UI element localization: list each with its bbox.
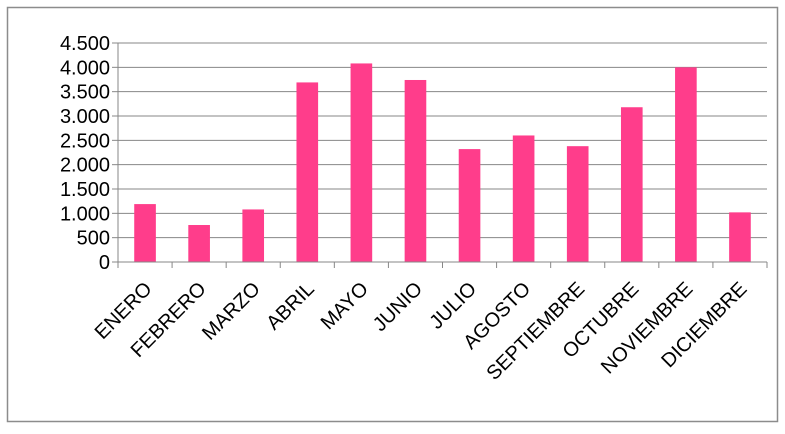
bar-agosto bbox=[512, 135, 535, 262]
y-tick-label: 0 bbox=[99, 252, 110, 274]
bar-octubre bbox=[620, 107, 643, 263]
y-tick-label: 4.000 bbox=[60, 57, 110, 79]
bar-febrero bbox=[188, 225, 210, 262]
bar-julio bbox=[458, 149, 481, 262]
gridlines bbox=[118, 42, 767, 239]
bar-noviembre bbox=[675, 67, 697, 262]
bars bbox=[134, 63, 751, 263]
y-tick-label: 3.000 bbox=[60, 106, 110, 128]
y-tick-label: 3.500 bbox=[60, 82, 110, 104]
y-tick-label: 2.500 bbox=[60, 130, 110, 152]
y-tick-label: 1.500 bbox=[60, 179, 110, 201]
bar-marzo bbox=[242, 209, 265, 262]
y-tick-label: 4.500 bbox=[60, 33, 110, 55]
y-tick-label: 1.000 bbox=[60, 203, 110, 225]
bar-junio bbox=[404, 79, 427, 262]
bar-septiembre bbox=[566, 146, 589, 262]
bar-enero bbox=[134, 204, 156, 262]
bar-abril bbox=[296, 82, 319, 262]
bar-diciembre bbox=[729, 212, 751, 262]
y-tick-label: 500 bbox=[77, 228, 110, 250]
bar-mayo bbox=[350, 63, 373, 262]
axes bbox=[112, 42, 768, 268]
y-tick-label: 2.000 bbox=[60, 155, 110, 177]
